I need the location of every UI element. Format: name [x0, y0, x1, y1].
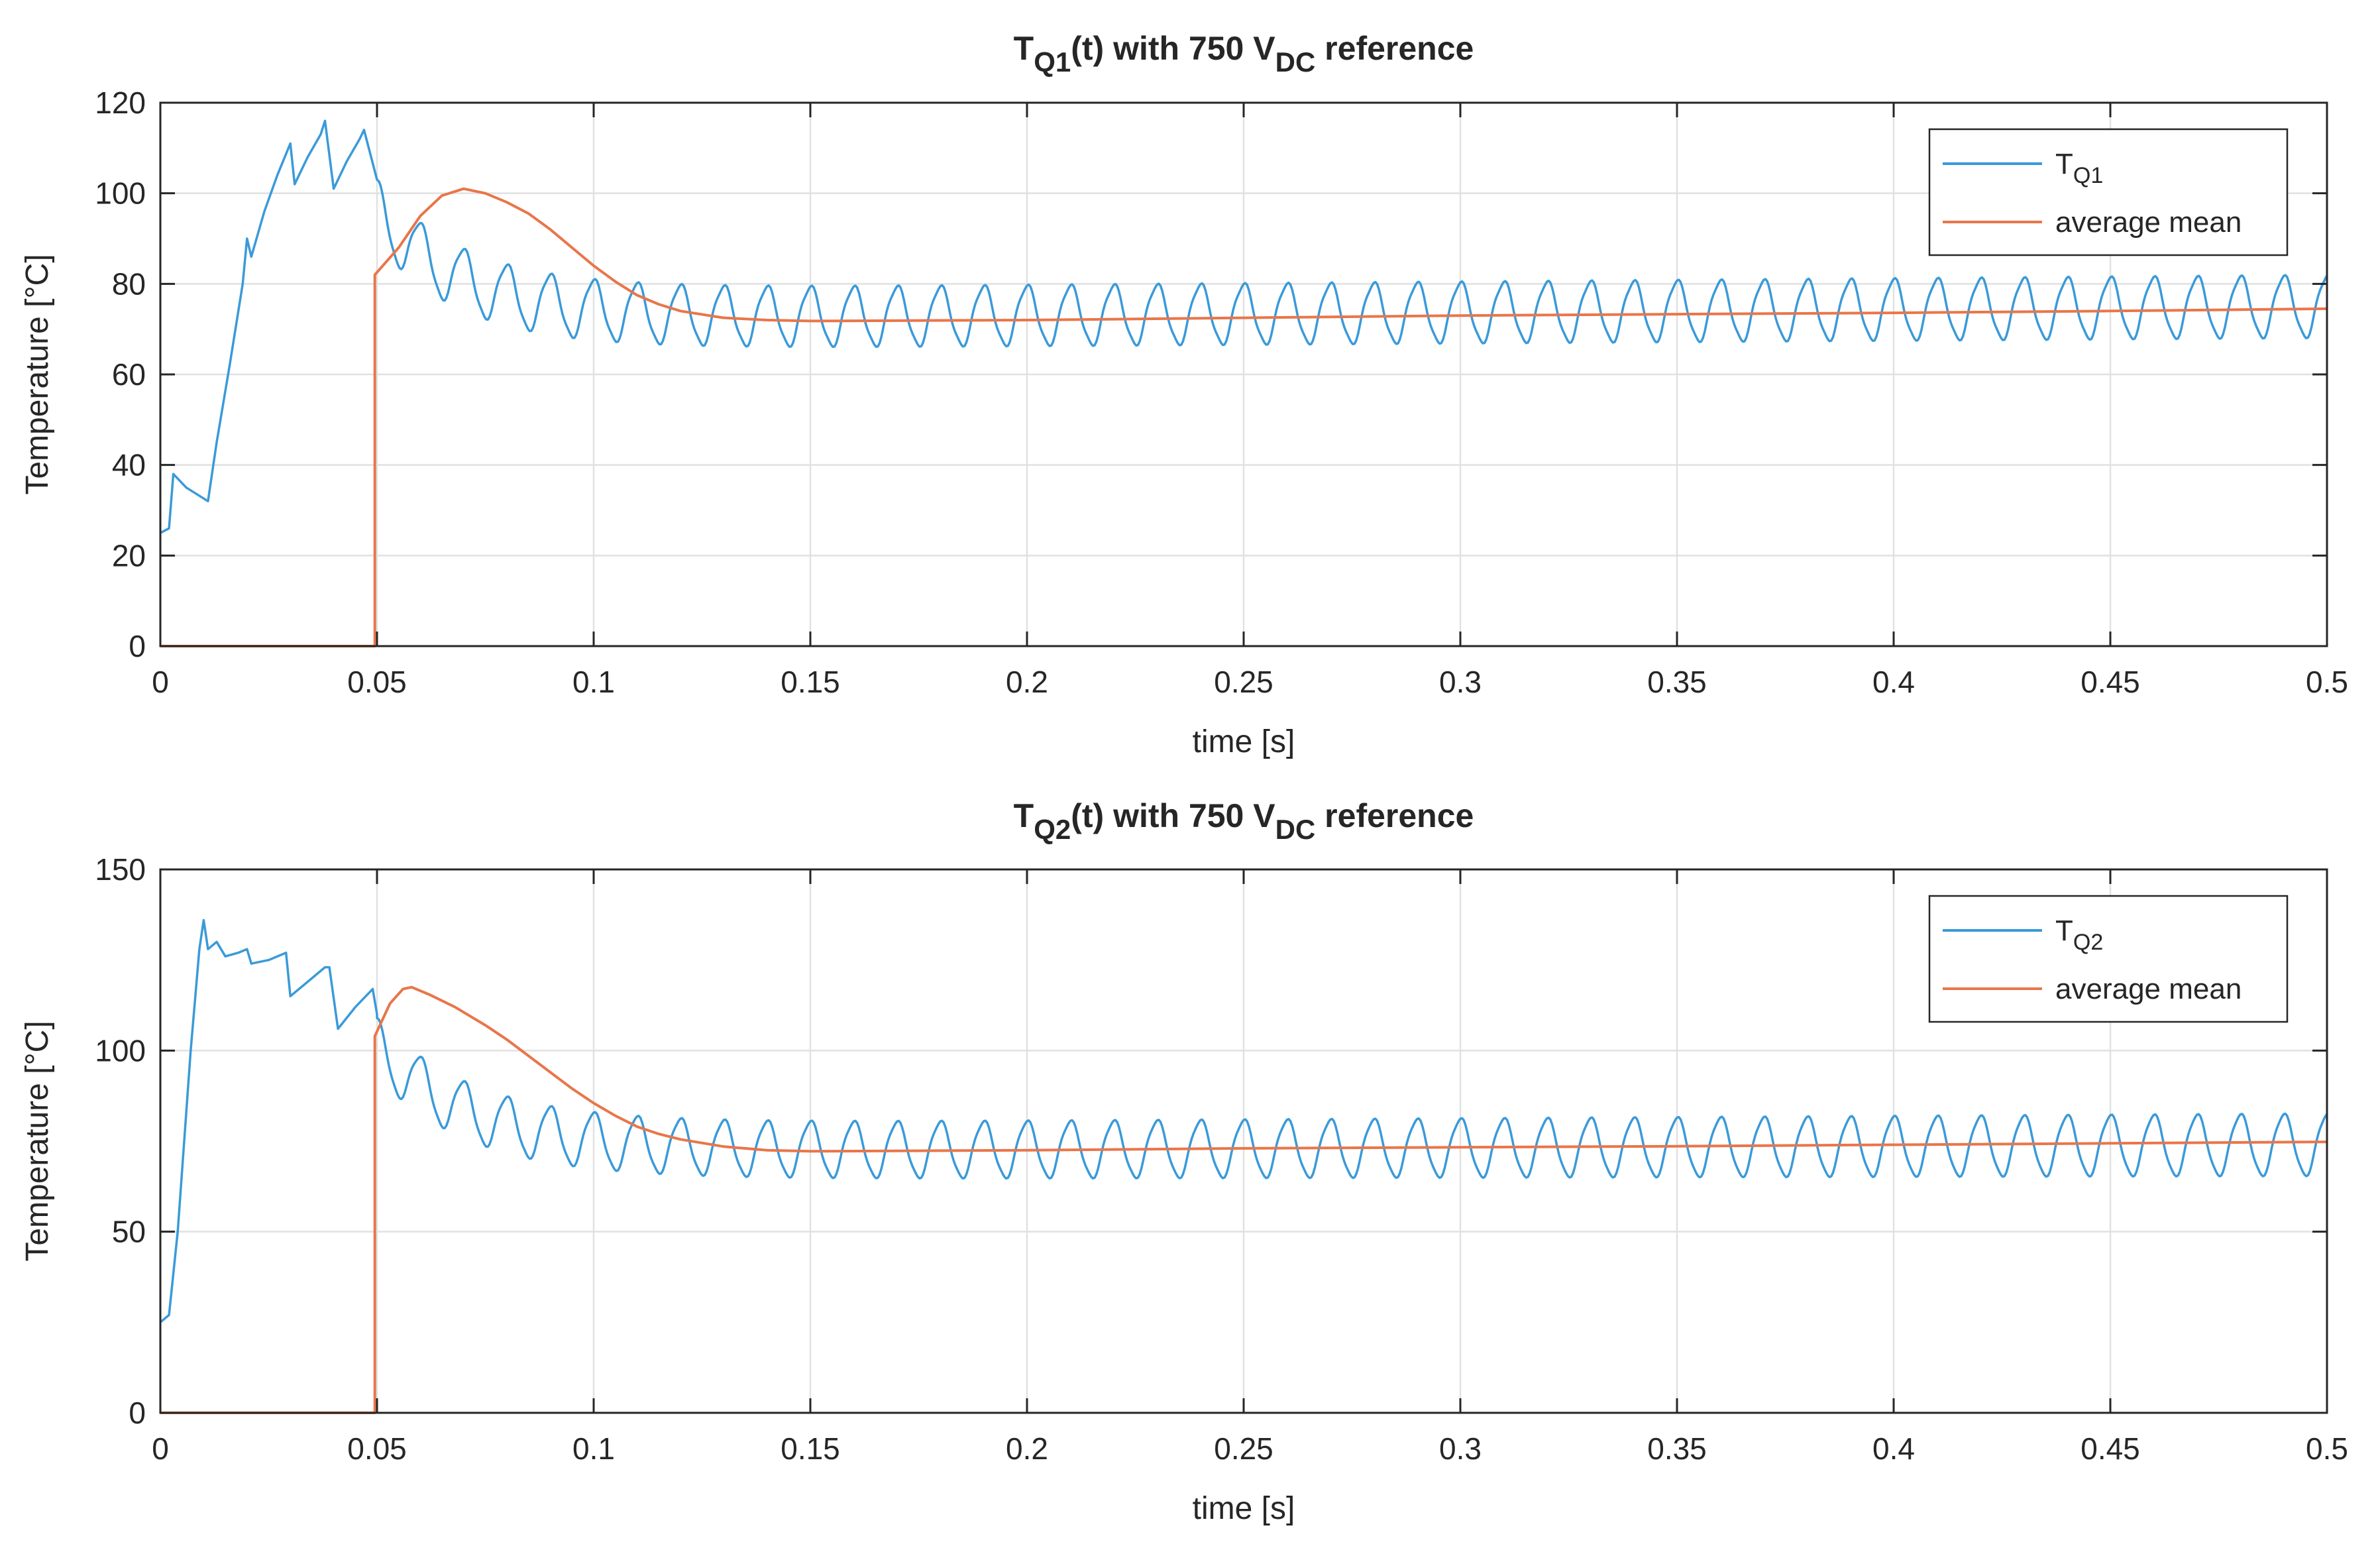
title-text: reference: [1315, 30, 1474, 67]
x-tick-label: 0.25: [1214, 665, 1273, 699]
title-text: T: [1014, 30, 1034, 67]
y-tick-label: 40: [112, 448, 146, 482]
chart-panel-1: 0 0.05 0.1 0.15 0.2 0.25 0.3 0.35 0.4 0.45 0.5 0 20 4…: [20, 30, 2348, 759]
legend-box: [1928, 128, 2289, 256]
x-tick-label: 0.1: [572, 1431, 615, 1466]
title-text: reference: [1315, 797, 1474, 834]
title-subscript: Q1: [1034, 46, 1071, 78]
x-tick-label: 0.15: [781, 665, 840, 699]
x-tick-label: 0.05: [347, 1431, 407, 1466]
legend-label-main: average mean: [2055, 206, 2242, 239]
legend: TQ2 average mean: [1928, 895, 2289, 1023]
title-text: (t) with 750 V: [1071, 797, 1275, 834]
x-tick-label: 0.25: [1214, 1431, 1273, 1466]
x-tick-label: 0.4: [1872, 665, 1915, 699]
x-tick-label: 0: [152, 1431, 169, 1466]
y-tick-label: 60: [112, 357, 146, 392]
legend-label-main: T: [2055, 914, 2073, 947]
x-tick-label: 0.2: [1006, 1431, 1048, 1466]
y-axis-label: Temperature [°C]: [20, 254, 55, 494]
title-subscript: DC: [1275, 46, 1316, 78]
x-tick-label: 0.15: [781, 1431, 840, 1466]
x-tick-label: 0.2: [1006, 665, 1048, 699]
legend: TQ1 average mean: [1928, 128, 2289, 256]
x-tick-label: 0.45: [2081, 1431, 2140, 1466]
y-tick-label: 100: [95, 1033, 146, 1068]
chart-title: TQ1(t) with 750 VDC reference: [1014, 30, 1474, 78]
y-tick-label: 50: [112, 1215, 146, 1249]
x-tick-label: 0.4: [1872, 1431, 1915, 1466]
x-tick-label: 0.35: [1647, 665, 1707, 699]
x-tick-label: 0.3: [1439, 665, 1482, 699]
x-tick-label: 0.45: [2081, 665, 2140, 699]
x-tick-label: 0: [152, 665, 169, 699]
series-line-t: [160, 119, 2328, 534]
chart-title: TQ2(t) with 750 VDC reference: [1014, 797, 1474, 845]
y-axis-label: Temperature [°C]: [20, 1021, 55, 1261]
title-subscript: DC: [1275, 814, 1316, 845]
title-text: (t) with 750 V: [1071, 30, 1275, 67]
series-line-average-mean: [160, 985, 2328, 1414]
legend-label-main: average mean: [2055, 973, 2242, 1005]
y-tick-label: 80: [112, 266, 146, 301]
y-tick-label: 0: [129, 1396, 146, 1430]
legend-label: TQ2: [2055, 914, 2103, 955]
x-tick-label: 0.05: [347, 665, 407, 699]
legend-label-subscript: Q2: [2073, 930, 2103, 955]
legend-box: [1928, 895, 2289, 1023]
title-text: T: [1014, 797, 1034, 834]
x-tick-label: 0.3: [1439, 1431, 1482, 1466]
series-group: [159, 918, 2328, 1414]
x-tick-label: 0.5: [2306, 665, 2348, 699]
y-tick-label: 100: [95, 176, 146, 211]
y-tick-label: 150: [95, 852, 146, 887]
series-line-t: [159, 918, 2328, 1323]
x-tick-label: 0.35: [1647, 1431, 1707, 1466]
x-axis-label: time [s]: [1193, 1491, 1295, 1526]
legend-label-main: T: [2055, 148, 2073, 180]
y-tick-label: 0: [129, 629, 146, 663]
y-tick-label: 20: [112, 538, 146, 573]
x-axis-label: time [s]: [1193, 724, 1295, 759]
legend-label: average mean: [2055, 206, 2242, 239]
series-group: [160, 119, 2328, 647]
series-line-average-mean: [160, 187, 2328, 647]
x-tick-label: 0.1: [572, 665, 615, 699]
title-subscript: Q2: [1034, 814, 1071, 845]
chart-panel-2: 0 0.05 0.1 0.15 0.2 0.25 0.3 0.35 0.4 0.45 0.5 0 50 1…: [20, 797, 2348, 1526]
legend-label: TQ1: [2055, 148, 2103, 188]
y-tick-label: 120: [95, 85, 146, 120]
legend-label: average mean: [2055, 973, 2242, 1005]
x-tick-label: 0.5: [2306, 1431, 2348, 1466]
legend-label-subscript: Q1: [2073, 163, 2103, 188]
